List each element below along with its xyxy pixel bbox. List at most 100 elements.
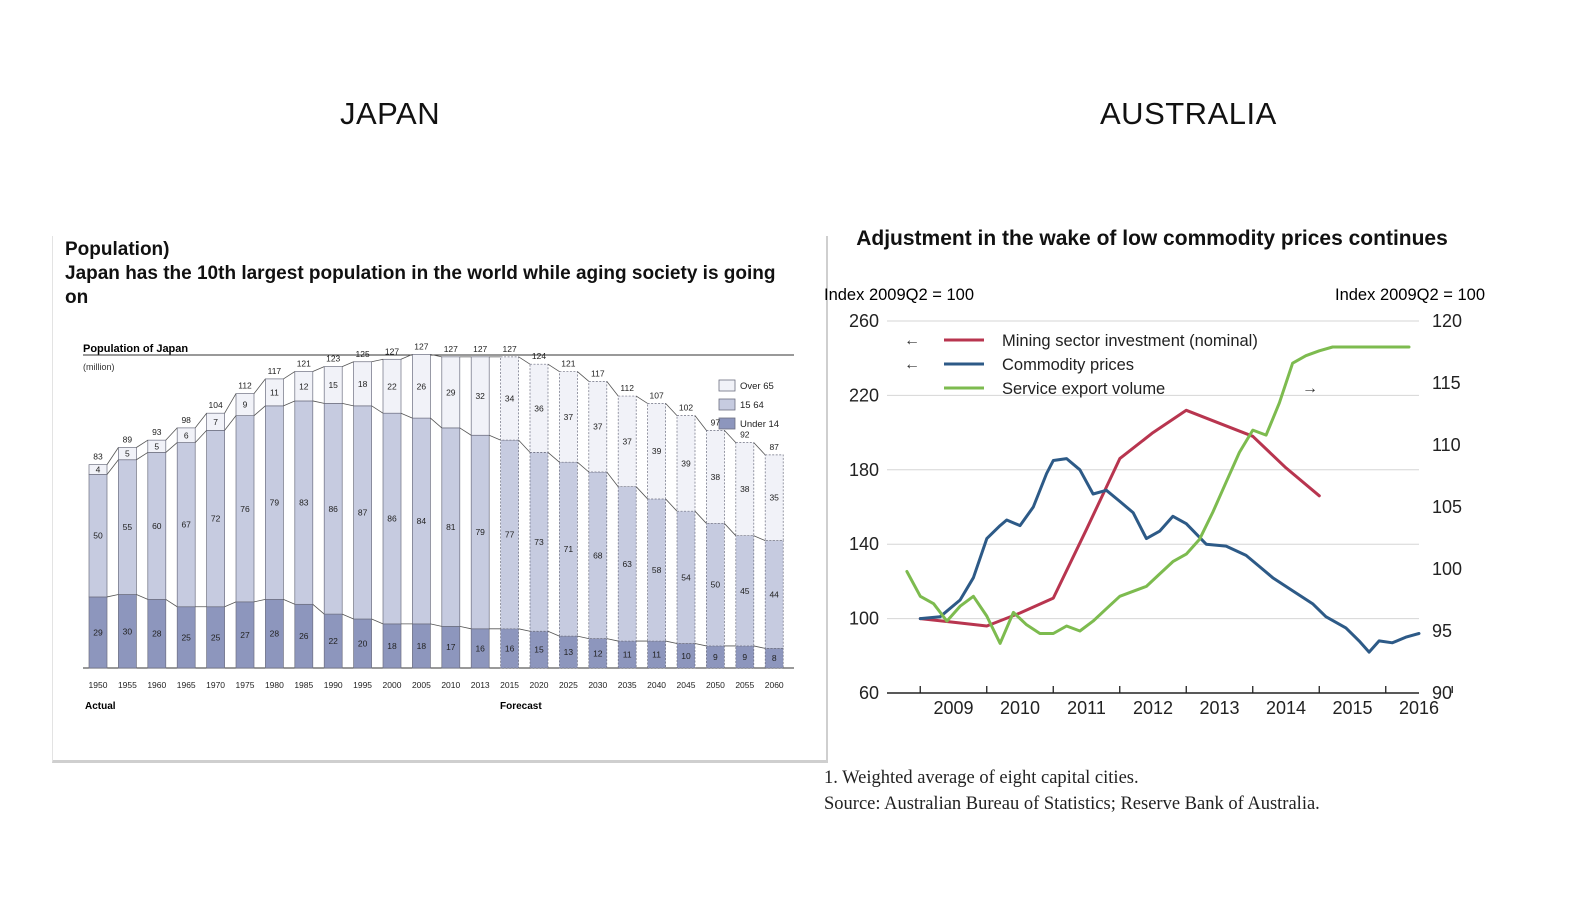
segment-label: 81 — [446, 522, 456, 532]
year-tick-label: 2010 — [441, 680, 460, 690]
x-tick-label: 2014 — [1266, 698, 1306, 718]
year-tick-label: 1995 — [353, 680, 372, 690]
segment-label: 13 — [564, 647, 574, 657]
year-tick-label: 2030 — [588, 680, 607, 690]
bar-segment-over-65-2045 — [676, 415, 696, 512]
segment-label: 58 — [652, 565, 662, 575]
bar-segment-over-65-2000 — [382, 358, 402, 414]
japan-chart-title: Population of Japan — [83, 343, 188, 355]
left-axis-label: Index 2009Q2 = 100 — [824, 286, 974, 304]
year-tick-label: 2025 — [559, 680, 578, 690]
year-tick-label: 2015 — [500, 680, 519, 690]
left-y-tick-label: 260 — [849, 311, 879, 331]
connector-line-over-65 — [106, 354, 766, 465]
total-label: 98 — [181, 415, 191, 425]
year-tick-label: 1965 — [177, 680, 196, 690]
segment-label: 4 — [96, 465, 101, 475]
japan-panel-title: Population) — [65, 239, 170, 260]
right-y-tick-label: 115 — [1432, 373, 1461, 393]
segment-label: 15 — [328, 380, 338, 390]
segment-label: 18 — [417, 641, 427, 651]
segment-label: 18 — [358, 379, 368, 389]
x-tick-label: 2009 — [933, 698, 973, 718]
total-label: 107 — [650, 390, 664, 400]
segment-label: 67 — [181, 520, 191, 530]
segment-label: 11 — [270, 387, 279, 397]
year-tick-label: 1960 — [147, 680, 166, 690]
segment-label: 68 — [593, 550, 603, 560]
segment-label: 11 — [652, 650, 661, 660]
total-label: 89 — [123, 435, 133, 445]
segment-label: 17 — [446, 642, 456, 652]
japan-forecast-label: Forecast — [500, 701, 542, 712]
bar-segment-over-65-2025 — [559, 371, 578, 463]
segment-label: 28 — [152, 629, 162, 639]
segment-label: 32 — [475, 391, 485, 401]
year-tick-label: 2045 — [677, 680, 696, 690]
connector-line-under-14 — [106, 594, 766, 649]
source-note: Source: Australian Bureau of Statistics;… — [824, 794, 1320, 814]
segment-label: 12 — [593, 648, 603, 658]
year-tick-label: 2055 — [735, 680, 754, 690]
segment-label: 16 — [505, 643, 515, 653]
bar-segment-over-65-2005 — [412, 354, 431, 419]
segment-label: 39 — [681, 458, 691, 468]
right-y-tick-label: 100 — [1432, 559, 1462, 579]
total-label: 92 — [740, 430, 750, 440]
total-label: 117 — [591, 368, 605, 378]
bar-segment-over-65-1990 — [323, 366, 343, 404]
segment-label: 29 — [446, 387, 456, 397]
segment-label: 25 — [181, 632, 191, 642]
year-tick-label: 1990 — [324, 680, 343, 690]
segment-label: 27 — [240, 630, 250, 640]
year-tick-label: 2050 — [706, 680, 725, 690]
segment-label: 63 — [622, 559, 632, 569]
total-label: 127 — [473, 344, 487, 354]
axis-arrow-icon: ← — [904, 332, 920, 349]
segment-label: 86 — [328, 504, 338, 514]
right-y-tick-label: 105 — [1432, 497, 1462, 517]
total-label: 87 — [769, 442, 779, 452]
bar-segment-over-65-2055 — [735, 442, 755, 537]
year-tick-label: 1985 — [294, 680, 313, 690]
bar-segment-over-65-1975 — [235, 393, 255, 417]
segment-label: 11 — [623, 650, 632, 660]
segment-label: 71 — [564, 544, 574, 554]
total-label: 124 — [532, 351, 546, 361]
bar-segment-over-65-2020 — [529, 363, 549, 453]
bar-segment-over-65-2050 — [706, 430, 725, 524]
segment-label: 79 — [475, 527, 485, 537]
left-y-tick-label: 180 — [849, 460, 879, 480]
bar-segment-over-65-2040 — [647, 403, 666, 500]
japan-population-chart: Population of Japan (million) Actual For… — [83, 341, 794, 712]
axis-arrow-icon: → — [1302, 380, 1318, 397]
bar-segment-over-65-1965 — [176, 427, 196, 443]
segment-label: 25 — [211, 632, 221, 642]
total-label: 102 — [679, 403, 693, 413]
total-label: 127 — [444, 344, 458, 354]
right-y-tick-label: 95 — [1432, 621, 1452, 641]
segment-label: 54 — [681, 572, 691, 582]
bar-segment-over-65-2060 — [764, 454, 784, 541]
segment-label: 38 — [740, 484, 750, 494]
segment-label: 35 — [769, 493, 779, 503]
bar-segment-over-65-1980 — [265, 378, 284, 407]
total-label: 127 — [414, 341, 428, 351]
bar-segment-over-65-1970 — [206, 412, 225, 431]
x-tick-label: 2013 — [1199, 698, 1239, 718]
year-tick-label: 2035 — [618, 680, 637, 690]
legend-label: Under 14 — [740, 419, 779, 430]
total-label: 127 — [503, 344, 517, 354]
bar-segment-over-65-1960 — [147, 439, 167, 453]
segment-label: 36 — [534, 403, 544, 413]
segment-label: 55 — [123, 522, 133, 532]
year-tick-label: 2060 — [765, 680, 784, 690]
year-tick-label: 2013 — [471, 680, 490, 690]
japan-legend: Over 65 15 64 Under 14 — [718, 379, 779, 430]
legend-label: Service export volume — [1002, 380, 1165, 398]
total-label: 104 — [209, 400, 223, 410]
segment-label: 44 — [769, 590, 779, 600]
footnote: 1. Weighted average of eight capital cit… — [824, 768, 1139, 788]
segment-label: 77 — [505, 529, 515, 539]
year-tick-label: 1950 — [89, 680, 108, 690]
